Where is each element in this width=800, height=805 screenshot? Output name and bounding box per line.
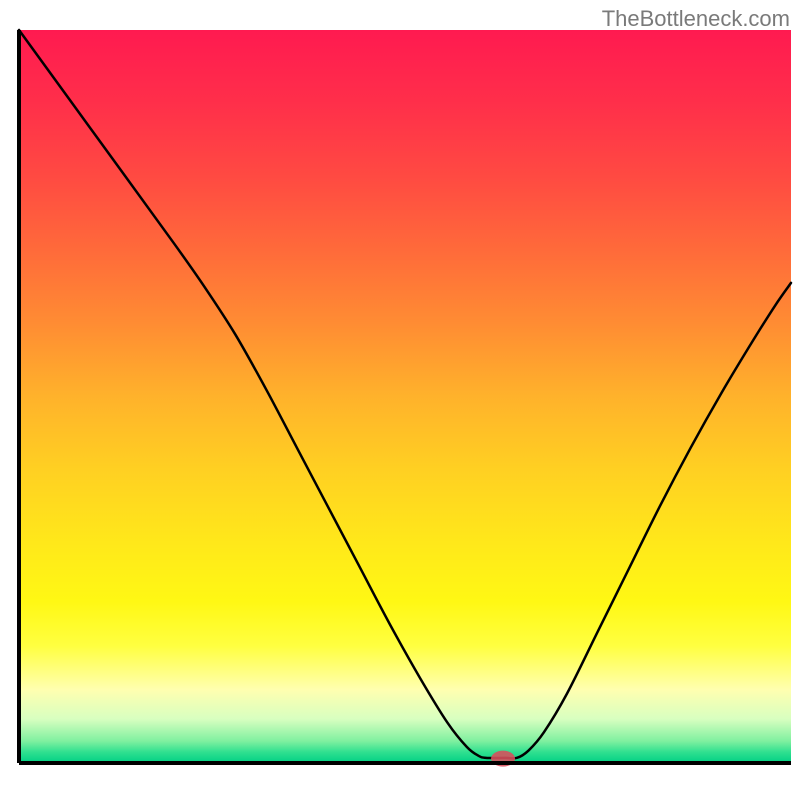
watermark-label: TheBottleneck.com (602, 6, 790, 32)
bottleneck-chart (0, 0, 800, 800)
chart-container (0, 0, 800, 800)
